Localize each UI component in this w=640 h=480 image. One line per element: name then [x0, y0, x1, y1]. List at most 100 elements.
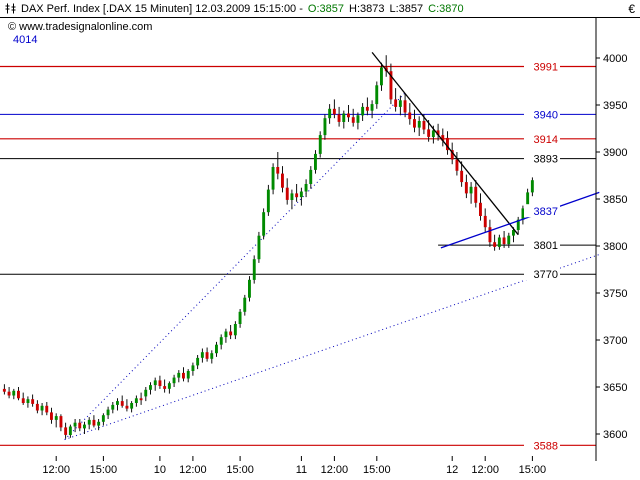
candle	[238, 309, 242, 328]
line-price-label: 3940	[524, 107, 560, 121]
candle	[2, 384, 6, 395]
time-axis-label: 15:00	[226, 464, 254, 476]
candle	[394, 88, 398, 112]
candle	[243, 294, 247, 316]
candle	[389, 63, 393, 105]
ohlc-chart-icon	[5, 3, 16, 14]
price-axis-label: 3900	[603, 147, 627, 159]
price-axis-label: 3850	[603, 194, 627, 206]
time-axis-label: 15:00	[90, 464, 118, 476]
candle	[521, 205, 525, 225]
candle	[73, 419, 77, 433]
candle	[276, 152, 280, 180]
candle	[271, 163, 275, 195]
candle	[7, 387, 11, 399]
low-value: L:3857	[389, 2, 424, 15]
time-axis-label: 12:00	[471, 464, 499, 476]
candle	[26, 396, 30, 408]
candle	[483, 208, 487, 232]
svg-text:3837: 3837	[534, 206, 558, 218]
line-price-label: 3914	[524, 131, 560, 146]
candle	[408, 103, 412, 125]
time-axis-label: 12:00	[321, 464, 349, 476]
candle	[186, 369, 190, 383]
candle	[460, 161, 464, 187]
line-price-label: 3991	[524, 59, 560, 74]
candle	[356, 112, 360, 130]
candle	[436, 123, 440, 141]
line-price-label: 3588	[524, 438, 560, 452]
candle	[224, 328, 228, 343]
title-bar: DAX Perf. Index [.DAX 15 Minuten] 12.03.…	[0, 0, 640, 18]
candle	[111, 402, 115, 414]
time-axis-label: 10	[154, 464, 166, 476]
candle	[210, 350, 214, 364]
candle	[497, 234, 501, 250]
candle	[50, 407, 53, 424]
candle	[116, 398, 119, 411]
candle	[163, 379, 167, 393]
high-value: H:3873	[349, 2, 385, 15]
candle	[304, 179, 308, 198]
svg-text:3588: 3588	[534, 440, 558, 452]
candle	[309, 166, 313, 189]
chart-title: DAX Perf. Index [.DAX 15 Minuten] 12.03.…	[21, 2, 303, 15]
candle	[87, 417, 91, 430]
currency-symbol: €	[628, 1, 635, 16]
candle	[337, 106, 341, 127]
svg-text:3914: 3914	[534, 134, 558, 146]
time-axis-label: 12	[446, 464, 458, 476]
candle	[474, 180, 478, 208]
candle	[54, 413, 58, 428]
dotted-trendline-0	[64, 92, 406, 440]
price-axis-label: 3800	[603, 241, 627, 253]
candle	[314, 150, 317, 174]
candle	[318, 131, 322, 158]
dotted-trendline-1	[64, 254, 600, 441]
candle	[290, 189, 294, 210]
candle	[375, 81, 379, 109]
candle	[441, 128, 445, 147]
time-axis-label: 11	[296, 464, 307, 476]
candle	[479, 193, 482, 221]
candle	[35, 400, 39, 414]
candle	[125, 399, 129, 412]
close-value: C:3870	[428, 2, 464, 15]
candle	[455, 152, 459, 176]
candle	[59, 414, 63, 432]
candle	[12, 388, 16, 400]
line-price-label: 3770	[524, 267, 560, 281]
candle	[233, 321, 237, 340]
candle	[262, 208, 266, 240]
candle	[31, 394, 35, 407]
candle	[68, 424, 72, 438]
candle	[469, 182, 473, 204]
candle	[130, 401, 134, 413]
candle	[257, 231, 261, 263]
candle	[45, 402, 49, 416]
candle	[493, 234, 497, 251]
line-price-label: 3837	[524, 204, 560, 218]
candle	[488, 219, 492, 247]
time-axis-label: 15:00	[519, 464, 547, 476]
candle	[177, 370, 181, 383]
candle	[205, 347, 209, 362]
candle	[101, 413, 105, 426]
candle	[149, 382, 152, 395]
candle	[248, 276, 251, 302]
candle	[403, 93, 407, 118]
candle	[158, 375, 162, 389]
candle	[507, 232, 511, 248]
candle	[285, 178, 289, 205]
candle	[502, 231, 506, 248]
candle	[361, 103, 365, 121]
price-axis-label: 4000	[603, 53, 627, 65]
line-price-label: 3801	[524, 238, 560, 252]
candle	[365, 97, 369, 116]
candle	[219, 334, 223, 350]
time-axis-label: 12:00	[179, 464, 207, 476]
candle	[139, 392, 143, 405]
candle	[413, 109, 416, 133]
candle	[351, 108, 355, 127]
